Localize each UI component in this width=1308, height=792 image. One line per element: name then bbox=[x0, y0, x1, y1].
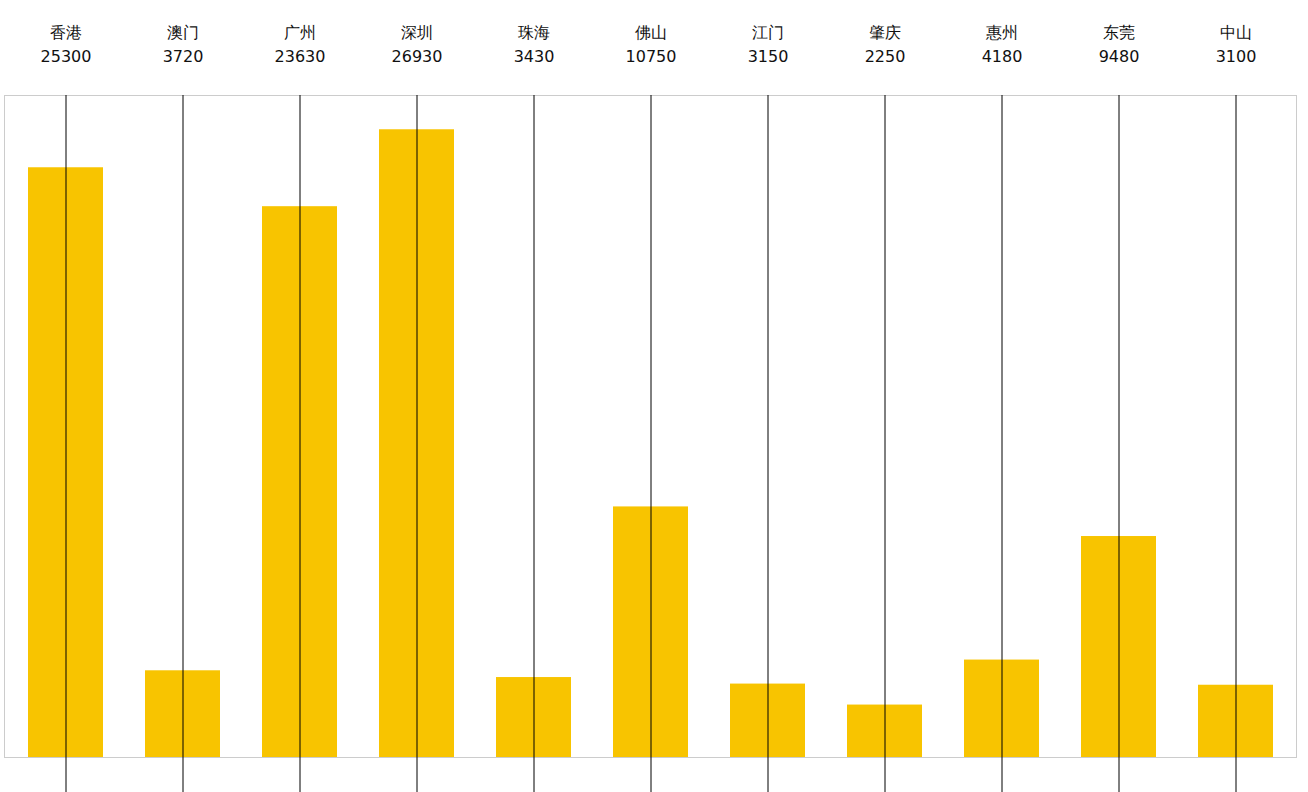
svg-text:澳门3720: 澳门3720 bbox=[163, 23, 204, 66]
svg-text:惠州4180: 惠州4180 bbox=[982, 23, 1023, 66]
svg-text:中山3100: 中山3100 bbox=[1216, 23, 1257, 66]
svg-text:肇庆2250: 肇庆2250 bbox=[865, 23, 906, 66]
svg-text:东莞9480: 东莞9480 bbox=[1099, 23, 1140, 66]
svg-text:广州23630: 广州23630 bbox=[275, 23, 326, 66]
svg-text:江门3150: 江门3150 bbox=[748, 23, 789, 66]
svg-text:珠海3430: 珠海3430 bbox=[514, 23, 555, 66]
svg-text:香港25300: 香港25300 bbox=[41, 23, 92, 66]
svg-text:深圳26930: 深圳26930 bbox=[392, 23, 443, 66]
svg-text:佛山10750: 佛山10750 bbox=[626, 23, 677, 66]
